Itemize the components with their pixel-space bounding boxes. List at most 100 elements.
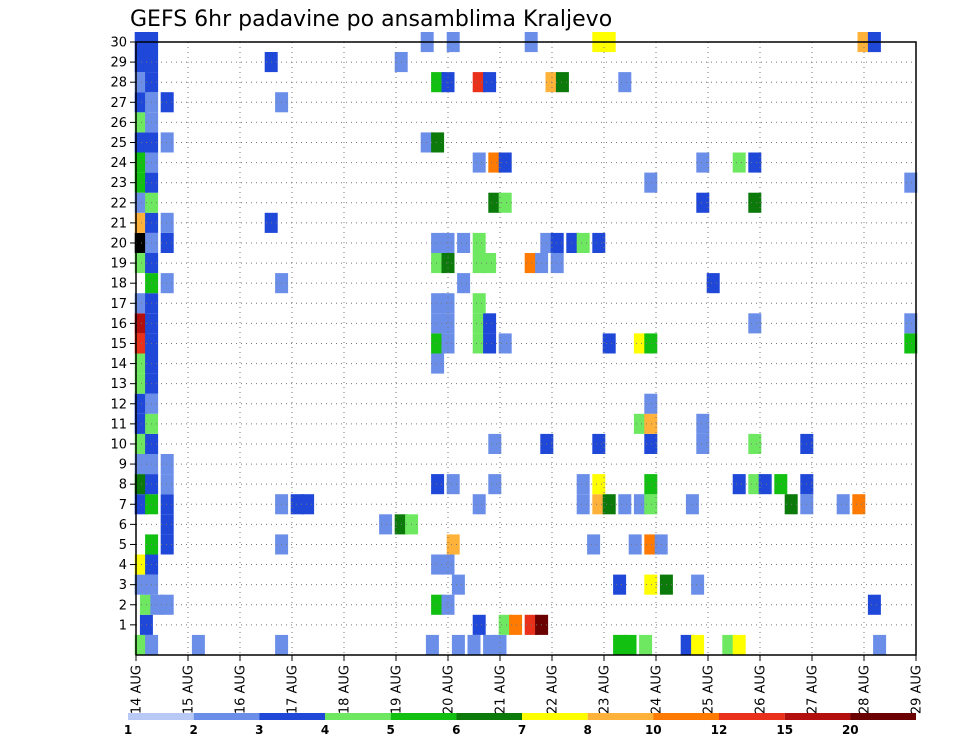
cell-48 [160, 514, 174, 535]
y-tick-label: 20 [110, 236, 127, 251]
cell-20 [509, 614, 523, 635]
colorbar-label: 1 [124, 723, 132, 737]
cell-156 [566, 232, 580, 253]
cell-64 [644, 494, 658, 515]
cell-153 [472, 232, 486, 253]
cell-54 [160, 494, 174, 515]
cell-19 [498, 614, 512, 635]
y-tick-label: 24 [110, 156, 127, 171]
colorbar-swatch [522, 713, 588, 720]
cell-112 [441, 333, 455, 354]
cell-122 [431, 313, 445, 334]
cell-184 [420, 132, 434, 153]
y-tick-label: 19 [110, 257, 127, 272]
y-tick-label: 27 [110, 96, 127, 111]
cell-81 [758, 474, 772, 495]
y-tick-label: 3 [119, 578, 127, 593]
cell-72 [160, 474, 174, 495]
cell-4 [425, 634, 439, 655]
cell-141 [441, 253, 455, 274]
x-tick-label: 29 AUG [910, 665, 925, 714]
y-tick-label: 7 [119, 498, 127, 513]
colorbar-swatch [325, 713, 391, 720]
x-tick-label: 25 AUG [702, 665, 717, 714]
y-tick-label: 1 [119, 618, 127, 633]
cell-180 [748, 152, 762, 173]
colorbar-label: 6 [452, 723, 460, 737]
cell-94 [748, 433, 762, 454]
x-tick-label: 27 AUG [806, 665, 821, 714]
cell-77 [592, 474, 606, 495]
cell-93 [696, 433, 710, 454]
y-tick-label: 30 [110, 36, 127, 51]
cell-60 [592, 494, 606, 515]
cell-35 [691, 574, 705, 595]
cell-194 [431, 72, 445, 93]
cell-178 [696, 152, 710, 173]
cell-143 [483, 253, 497, 274]
cell-197 [483, 72, 497, 93]
cell-82 [774, 474, 788, 495]
cell-179 [732, 152, 746, 173]
cell-166 [498, 192, 512, 213]
colorbar-swatch [587, 713, 654, 720]
x-tick-label: 20 AUG [442, 665, 457, 714]
cell-99 [644, 413, 658, 434]
cell-45 [628, 534, 642, 555]
y-tick-label: 21 [110, 216, 127, 231]
y-tick-label: 16 [110, 317, 127, 332]
cell-134 [160, 273, 174, 294]
y-tick-label: 22 [110, 196, 127, 211]
cell-31 [451, 574, 465, 595]
colorbar-swatch [193, 713, 260, 720]
colorbar-label: 8 [584, 723, 592, 737]
chart-title: GEFS 6hr padavine po ansamblima Kraljevo [130, 7, 612, 32]
colorbar-swatch [390, 713, 457, 720]
cell-39 [441, 554, 455, 575]
cell-199 [555, 72, 569, 93]
cell-8 [493, 634, 507, 655]
cell-6 [467, 634, 481, 655]
cell-161 [160, 212, 174, 233]
cell-185 [431, 132, 445, 153]
cell-32 [613, 574, 627, 595]
cell-125 [483, 313, 497, 334]
x-tick-label: 17 AUG [286, 665, 301, 714]
cell-117 [633, 333, 647, 354]
cell-123 [441, 313, 455, 334]
cell-76 [576, 474, 590, 495]
cell-119 [904, 333, 918, 354]
cell-98 [633, 413, 647, 434]
colorbar-label: 10 [645, 723, 662, 737]
y-tick-label: 26 [110, 116, 127, 131]
cell-27 [441, 594, 455, 615]
colorbar-label: 2 [190, 723, 198, 737]
cell-41 [160, 534, 174, 555]
cell-149 [160, 232, 174, 253]
cell-25 [160, 594, 174, 615]
cell-11 [639, 634, 653, 655]
cell-62 [618, 494, 632, 515]
cell-74 [446, 474, 460, 495]
cell-171 [644, 172, 658, 193]
y-tick-label: 9 [119, 458, 127, 473]
cell-89 [488, 433, 502, 454]
cell-58 [472, 494, 486, 515]
cell-136 [457, 273, 471, 294]
cell-1 [145, 634, 159, 655]
x-tick-label: 18 AUG [338, 665, 353, 714]
cell-59 [576, 494, 590, 515]
cell-175 [472, 152, 486, 173]
cell-118 [644, 333, 658, 354]
cell-196 [472, 72, 486, 93]
colorbar-swatch [850, 713, 916, 720]
cell-183 [160, 132, 174, 153]
cell-49 [379, 514, 393, 535]
x-tick-label: 15 AUG [182, 665, 197, 714]
colorbar-swatch [784, 713, 851, 720]
cell-126 [748, 313, 762, 334]
cell-108 [431, 353, 445, 374]
y-tick-label: 17 [110, 297, 127, 312]
x-tick-label: 14 AUG [130, 665, 145, 714]
cell-28 [867, 594, 881, 615]
